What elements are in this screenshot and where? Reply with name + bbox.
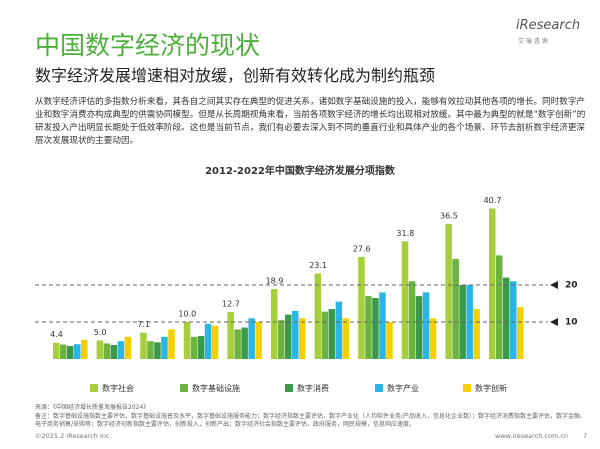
legend-label: 数字创新: [475, 383, 507, 393]
bar: [335, 301, 343, 359]
legend-swatch: [463, 384, 471, 392]
page-number: 7: [583, 432, 588, 440]
bar: [271, 289, 278, 359]
bar: [67, 346, 74, 359]
bar: [314, 273, 322, 359]
value-label: 5.0: [94, 328, 107, 337]
bar: [386, 322, 393, 359]
bar: [517, 307, 524, 359]
value-label: 18.9: [266, 277, 284, 286]
note: 备注：数字基础设施指数主要评估，数字基础设施普及水平，数字基础设施服务能力；数字…: [35, 412, 587, 429]
value-label: 31.8: [396, 229, 414, 238]
legend-swatch: [180, 384, 188, 392]
bar: [248, 318, 255, 359]
value-label: 12.7: [222, 300, 240, 309]
reference-arrow: [550, 281, 558, 289]
bar: [422, 292, 430, 359]
bar: [255, 322, 262, 359]
bar: [292, 310, 299, 359]
bar: [379, 292, 386, 359]
bar: [328, 309, 336, 359]
bar: [140, 332, 147, 359]
bar: [365, 296, 372, 359]
bar: [503, 277, 510, 359]
bar: [445, 223, 452, 359]
value-label: 7.1: [137, 320, 150, 329]
bar: [234, 329, 241, 359]
bar: [161, 336, 168, 359]
legend-label: 数字社会: [102, 383, 134, 393]
bar: [496, 255, 503, 359]
bar: [372, 297, 379, 359]
value-label: 36.5: [440, 211, 458, 220]
bar: [96, 340, 104, 359]
legend-label: 数字产业: [387, 383, 419, 393]
bar: [154, 342, 161, 359]
reference-label: 20: [565, 281, 578, 291]
bar: [103, 343, 111, 359]
bar: [510, 281, 517, 359]
bar: [60, 344, 67, 359]
bar: [278, 320, 285, 359]
bar: [227, 312, 234, 359]
value-label: 27.6: [353, 244, 371, 253]
chart-title: 2012-2022年中国数字经济发展分项指数: [205, 164, 396, 177]
bar: [190, 336, 198, 359]
bar: [53, 342, 60, 359]
legend-label: 数字基础设施: [192, 383, 240, 393]
bar: [429, 318, 437, 359]
bar: [321, 311, 329, 359]
bar: [285, 314, 292, 359]
logo: iResearch: [516, 18, 581, 33]
bar: [197, 336, 205, 359]
reference-label: 10: [565, 318, 578, 328]
value-label: 4.4: [50, 330, 63, 339]
value-label: 40.7: [484, 196, 502, 205]
url: www.iresearch.com.cn: [495, 432, 569, 440]
subtitle: 数字经济发展增速相对放缓，创新有效转化成为制约瓶颈: [35, 66, 436, 85]
reference-arrow: [550, 318, 558, 326]
bar: [358, 256, 365, 359]
value-label: 23.1: [309, 261, 327, 270]
title: 中国数字经济的现状: [35, 31, 261, 60]
paragraph: 从数字经济评估的多指数分析来看，其各自之间其实存在典型的促进关系，诸如数字基础设…: [35, 97, 586, 146]
bar: [183, 322, 191, 359]
bar: [401, 241, 409, 359]
bar: [147, 341, 154, 359]
bar: [110, 344, 118, 359]
bar: [204, 323, 212, 359]
bar: [342, 318, 350, 359]
copyright: ©2025.2 iResearch Inc.: [35, 432, 112, 440]
legend-swatch: [375, 384, 383, 392]
bar: [117, 341, 125, 359]
source: 来源：《中国经济增长质量发展报告2024》 备注：数字基础设施指数主要评估，数字基…: [35, 404, 590, 430]
logo-sub: 艾 瑞 咨 询: [518, 38, 548, 45]
source-line: 来源：《中国经济增长质量发展报告2024》: [35, 404, 150, 411]
bar: [124, 336, 132, 359]
bar: [473, 309, 480, 359]
bar: [168, 329, 175, 359]
bar: [408, 281, 416, 359]
bar: [74, 344, 81, 359]
bar: [81, 339, 88, 359]
bar: [489, 208, 496, 359]
legend-swatch: [90, 384, 98, 392]
legend-swatch: [285, 384, 293, 392]
bar: [211, 325, 219, 359]
value-label: 10.0: [178, 310, 196, 319]
legend-label: 数字消费: [297, 383, 329, 393]
bar: [415, 296, 423, 359]
bar: [452, 259, 459, 359]
bar: [299, 318, 306, 359]
bar: [241, 327, 248, 359]
